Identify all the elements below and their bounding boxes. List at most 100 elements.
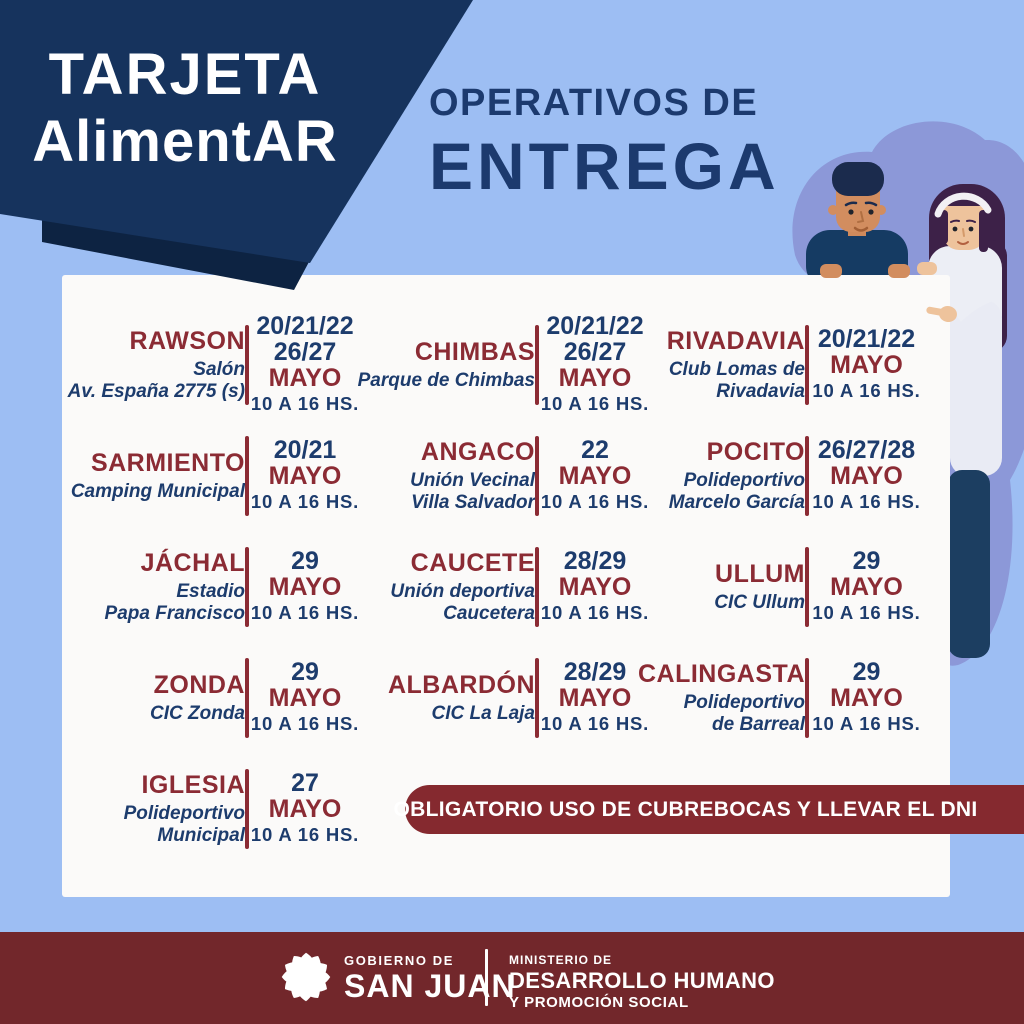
month-label: MAYO (268, 684, 342, 713)
venue-line: Estadio (176, 581, 245, 603)
desarrollo-humano-label: DESARROLLO HUMANO (509, 968, 775, 993)
date-line: 26/27 (563, 337, 627, 366)
badge-line1: TARJETA (48, 42, 322, 107)
venue-line: Caucetera (443, 602, 535, 624)
schedule-entry-dates: 28/29 MAYO 10 A 16 HS. (539, 531, 651, 642)
hands-over-card (820, 262, 1001, 323)
department-name: ANGACO (420, 438, 535, 467)
month-label: MAYO (830, 684, 903, 713)
time-label: 10 A 16 HS. (250, 602, 360, 624)
schedule-entry-location: CHIMBAS Parque de Chimbas (358, 309, 535, 420)
schedule-grid: RAWSON Salón Av. España 2775 (s) 20/21/22 26… (68, 309, 924, 864)
date-line: 26/27/28 (817, 435, 916, 464)
schedule-entry-dates: 29 MAYO 10 A 16 HS. (249, 531, 361, 642)
venue-line: CIC Zonda (150, 702, 245, 724)
schedule-entry-location: ALBARDÓN CIC La Laja (373, 642, 535, 753)
schedule-entry-dates: 26/27/28 MAYO 10 A 16 HS. (809, 420, 924, 531)
date-line: 29 (291, 546, 319, 575)
schedule-entry-dates: 27 MAYO 10 A 16 HS. (249, 753, 361, 864)
month-label: MAYO (558, 462, 632, 491)
date-line: 28/29 (563, 657, 627, 686)
month-label: MAYO (558, 364, 632, 392)
woman-resting-hand (917, 262, 937, 275)
department-name: CALINGASTA (637, 660, 805, 689)
venue-line: Polideportivo (123, 803, 245, 825)
venue-line: Polideportivo (683, 692, 805, 714)
badge-line2: AlimentAR (32, 109, 338, 174)
banner-shape (0, 0, 473, 290)
notice-banner: OBLIGATORIO USO DE CUBREBOCAS Y LLEVAR E… (393, 785, 1024, 834)
schedule-entry-location: CAUCETE Unión deportiva Caucetera (373, 531, 535, 642)
divider-rule (535, 324, 539, 405)
venue-line: de Barreal (712, 713, 805, 735)
san-juan-swirl-logo (281, 952, 331, 1002)
date-line: 20/21 (273, 435, 337, 464)
venue-line: Salón (193, 359, 245, 381)
schedule-entry-dates: 29 MAYO 10 A 16 HS. (809, 531, 924, 642)
divider-rule (805, 435, 809, 516)
woman-sleeve (950, 284, 1001, 322)
schedule-entry-dates: 22 MAYO 10 A 16 HS. (539, 420, 651, 531)
divider-rule (245, 657, 249, 738)
schedule-entry-dates: 20/21/22 MAYO 10 A 16 HS. (809, 309, 924, 420)
title-line2: ENTREGA (429, 129, 780, 203)
banner-fold-shadow (42, 214, 310, 290)
schedule-entry-location: CALINGASTA Polideportivo de Barreal (638, 642, 805, 753)
schedule-entry-location: ULLUM CIC Ullum (669, 531, 805, 642)
ministerio-de-label: MINISTERIO DE (509, 953, 613, 967)
department-name: IGLESIA (141, 771, 245, 800)
schedule-entry-dates: 29 MAYO 10 A 16 HS. (249, 642, 361, 753)
schedule-entry-location: ANGACO Unión Vecinal Villa Salvador (373, 420, 535, 531)
department-name: JÁCHAL (140, 549, 245, 578)
woman-pointing-hand (926, 305, 957, 323)
month-label: MAYO (268, 364, 342, 392)
divider-rule (245, 324, 249, 405)
department-name: POCITO (706, 438, 805, 467)
divider-rule (535, 435, 539, 516)
date-line: 22 (581, 435, 609, 464)
schedule-entry-dates: 20/21/22 26/27 MAYO 10 A 16 HS. (539, 309, 651, 420)
date-line: 20/21/22 (817, 324, 916, 353)
schedule-entry-dates: 20/21 MAYO 10 A 16 HS. (249, 420, 361, 531)
month-label: MAYO (558, 684, 632, 713)
title-line1: OPERATIVOS DE (429, 82, 759, 124)
time-label: 10 A 16 HS. (812, 491, 921, 513)
divider-rule (805, 657, 809, 738)
venue-line: Parque de Chimbas (357, 369, 535, 391)
gobierno-de-label: GOBIERNO DE (344, 953, 455, 968)
program-badge: TARJETA AlimentAR (15, 46, 355, 171)
date-line: 26/27 (273, 337, 337, 366)
schedule-entry-location: RAWSON Salón Av. España 2775 (s) (68, 309, 245, 420)
venue-line: Unión deportiva (390, 581, 535, 603)
schedule-entry-dates: 20/21/22 26/27 MAYO 10 A 16 HS. (249, 309, 361, 420)
time-label: 10 A 16 HS. (250, 491, 360, 513)
schedule-entry-location: POCITO Polideportivo Marcelo García (669, 420, 805, 531)
venue-line: Polideportivo (683, 470, 805, 492)
month-label: MAYO (268, 795, 342, 824)
venue-line: Municipal (157, 824, 245, 846)
schedule-entry-dates: 28/29 MAYO 10 A 16 HS. (539, 642, 651, 753)
time-label: 10 A 16 HS. (540, 713, 650, 735)
date-line: 20/21/22 (546, 312, 644, 340)
venue-line: Av. España 2775 (s) (67, 380, 245, 402)
month-label: MAYO (830, 573, 903, 602)
date-line: 29 (852, 657, 881, 686)
venue-line: Rivadavia (716, 380, 805, 402)
venue-line: Unión Vecinal (410, 470, 535, 492)
man-right-hand (888, 264, 910, 278)
time-label: 10 A 16 HS. (250, 824, 360, 846)
schedule-entry-dates: 29 MAYO 10 A 16 HS. (809, 642, 924, 753)
divider-rule (245, 435, 249, 516)
venue-line: Camping Municipal (70, 480, 245, 502)
divider-rule (245, 768, 249, 849)
time-label: 10 A 16 HS. (540, 602, 650, 624)
divider-rule (805, 546, 809, 627)
month-label: MAYO (830, 462, 903, 491)
schedule-entry-location: JÁCHAL Estadio Papa Francisco (75, 531, 245, 642)
schedule-entry-location: IGLESIA Polideportivo Municipal (75, 753, 245, 864)
schedule-entry-location: RIVADAVIA Club Lomas de Rivadavia (667, 309, 805, 420)
schedule-entry-location: SARMIENTO Camping Municipal (71, 420, 245, 531)
month-label: MAYO (268, 462, 342, 491)
department-name: CHIMBAS (414, 337, 535, 366)
